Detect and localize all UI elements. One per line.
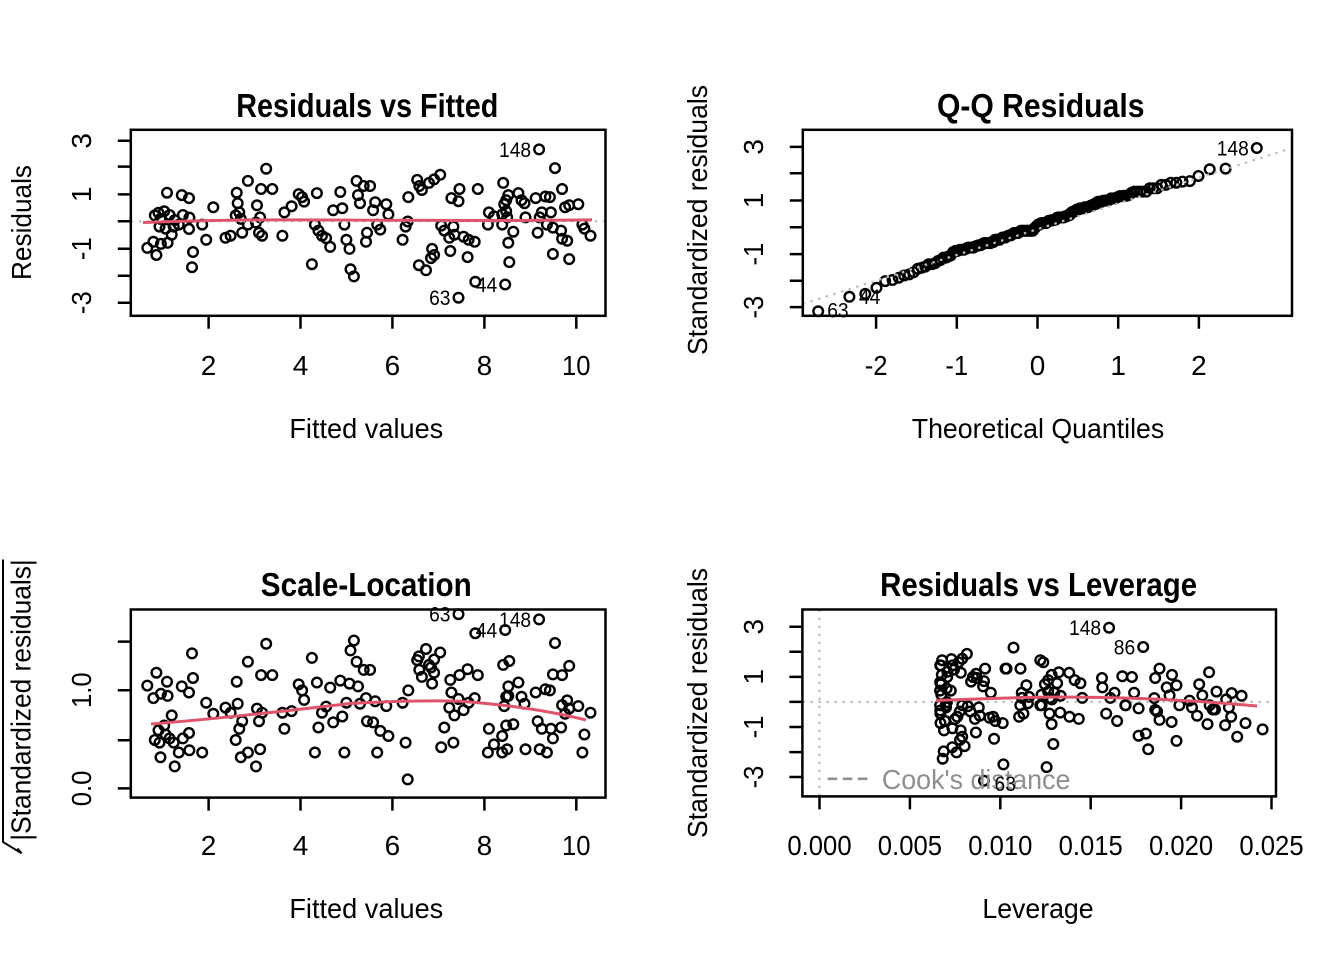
svg-text:63: 63 <box>429 604 450 627</box>
svg-text:8: 8 <box>477 830 493 861</box>
svg-text:0.0: 0.0 <box>66 771 97 807</box>
svg-text:0.025: 0.025 <box>1239 830 1303 861</box>
svg-text:1: 1 <box>66 187 97 203</box>
svg-text:10: 10 <box>562 350 591 381</box>
svg-text:Standardized residuals: Standardized residuals <box>682 568 713 838</box>
svg-text:148: 148 <box>1069 617 1101 640</box>
svg-text:148: 148 <box>499 139 531 162</box>
svg-text:86: 86 <box>1114 637 1135 660</box>
svg-text:148: 148 <box>499 609 531 632</box>
svg-text:Fitted values: Fitted values <box>289 893 443 924</box>
svg-text:-1: -1 <box>66 237 97 260</box>
svg-text:3: 3 <box>738 619 769 635</box>
svg-text:0.015: 0.015 <box>1059 830 1123 861</box>
svg-text:3: 3 <box>738 139 769 155</box>
svg-text:4: 4 <box>293 350 309 381</box>
svg-text:Q-Q Residuals: Q-Q Residuals <box>937 87 1145 124</box>
svg-text:Cook's distance: Cook's distance <box>882 764 1071 795</box>
svg-text:1: 1 <box>738 193 769 209</box>
svg-text:0.020: 0.020 <box>1149 830 1213 861</box>
svg-text:Standardized residuals: Standardized residuals <box>682 85 713 355</box>
svg-text:0.000: 0.000 <box>787 830 851 861</box>
svg-text:63: 63 <box>429 287 450 310</box>
svg-text:6: 6 <box>385 830 401 861</box>
svg-text:Fitted values: Fitted values <box>289 413 443 444</box>
svg-text:0.005: 0.005 <box>878 830 942 861</box>
svg-text:-3: -3 <box>66 291 97 314</box>
svg-text:-1: -1 <box>738 243 769 266</box>
svg-text:44: 44 <box>476 274 498 297</box>
svg-text:2: 2 <box>201 350 217 381</box>
svg-text:44: 44 <box>859 286 881 309</box>
svg-text:|Standardized residuals|: |Standardized residuals| <box>6 559 37 841</box>
svg-text:Residuals: Residuals <box>6 165 37 280</box>
svg-text:-1: -1 <box>738 716 769 739</box>
svg-text:148: 148 <box>1217 138 1249 161</box>
svg-text:Theoretical Quantiles: Theoretical Quantiles <box>912 413 1165 444</box>
svg-text:2: 2 <box>201 830 217 861</box>
svg-text:63: 63 <box>995 773 1016 796</box>
svg-text:-3: -3 <box>738 766 769 789</box>
svg-text:4: 4 <box>293 830 309 861</box>
svg-text:Residuals vs Fitted: Residuals vs Fitted <box>236 87 498 124</box>
svg-text:-3: -3 <box>738 296 769 319</box>
svg-text:2: 2 <box>1191 350 1207 381</box>
svg-text:Residuals vs Leverage: Residuals vs Leverage <box>880 566 1197 603</box>
svg-text:63: 63 <box>827 300 848 323</box>
svg-text:1: 1 <box>738 669 769 685</box>
svg-text:-1: -1 <box>945 350 968 381</box>
svg-text:1.0: 1.0 <box>66 672 97 708</box>
svg-text:Scale-Location: Scale-Location <box>261 566 472 603</box>
svg-text:44: 44 <box>476 620 498 643</box>
svg-text:8: 8 <box>477 350 493 381</box>
svg-text:10: 10 <box>562 830 591 861</box>
svg-text:-2: -2 <box>865 350 888 381</box>
svg-text:Leverage: Leverage <box>982 893 1093 924</box>
svg-text:1: 1 <box>1110 350 1126 381</box>
svg-text:3: 3 <box>66 133 97 149</box>
svg-text:0: 0 <box>1030 350 1046 381</box>
svg-text:6: 6 <box>385 350 401 381</box>
svg-text:0.010: 0.010 <box>968 830 1032 861</box>
